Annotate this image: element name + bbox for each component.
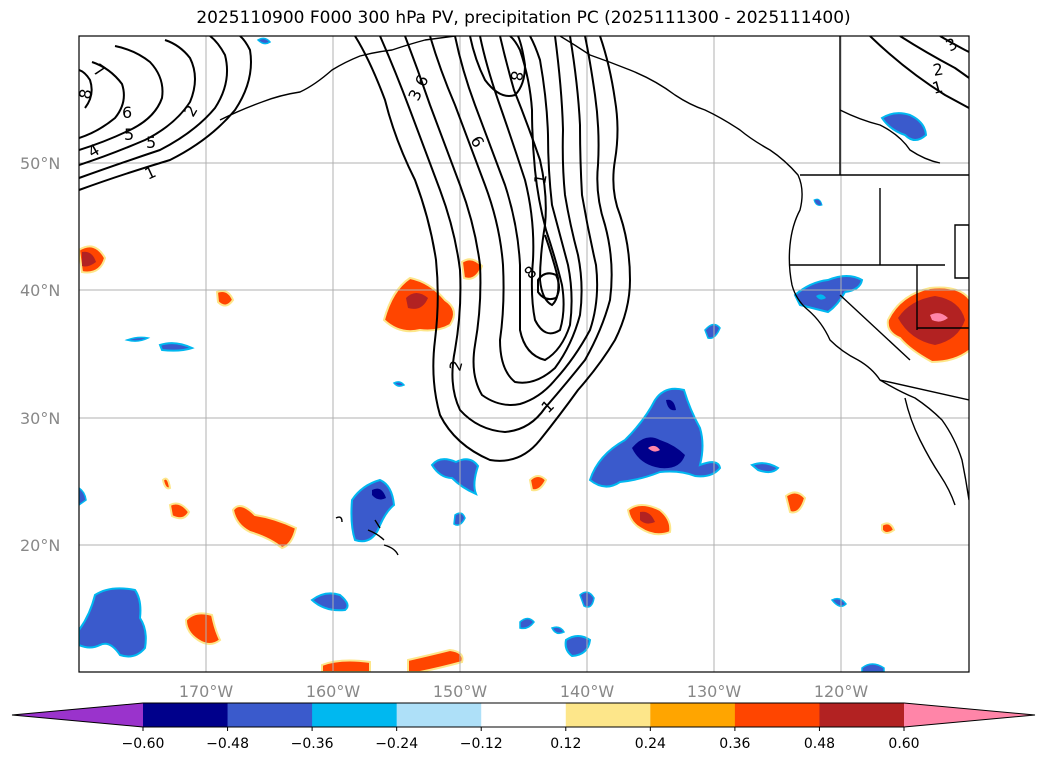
- precip-blob-pos: [161, 477, 172, 490]
- colorbar-tick-label: −0.48: [206, 736, 249, 752]
- contour-label: 6: [122, 103, 132, 122]
- contour-label: 8: [75, 87, 95, 100]
- precip-blob-neg: [880, 112, 928, 141]
- precip-blob-neg: [813, 198, 823, 206]
- longitude-labels: 170°W 160°W 150°W 140°W 130°W 120°W: [179, 682, 869, 701]
- colorbar-tick-label: 0.36: [719, 736, 750, 752]
- precip-blob-neg: [564, 635, 592, 658]
- latitude-labels: 50°N 40°N 30°N 20°N: [20, 154, 60, 555]
- map-title: 2025110900 F000 300 hPa PV, precipitatio…: [196, 8, 851, 28]
- lon-label: 120°W: [814, 682, 869, 701]
- colorbar-segment: [565, 703, 651, 727]
- precip-blob-neg: [79, 487, 87, 506]
- colorbar-segment: [227, 703, 313, 727]
- precip-blob-pos: [898, 296, 965, 345]
- colorbar-segment: [819, 703, 905, 727]
- colorbar-tick-label: −0.24: [375, 736, 418, 752]
- precip-blob-neg: [648, 445, 660, 452]
- contour-label: 8: [506, 69, 526, 82]
- colorbar-segment: [481, 703, 567, 727]
- precip-blob-pos: [184, 612, 222, 645]
- precip-blob-neg: [392, 381, 406, 387]
- colorbar-tick-label: 0.60: [888, 736, 919, 752]
- lon-label: 160°W: [306, 682, 361, 701]
- graticule: [79, 36, 969, 672]
- colorbar: −0.60 −0.48 −0.36 −0.24 −0.12 0.12 0.24 0.36 0.4…: [11, 702, 1036, 752]
- contour-label: 1: [530, 172, 550, 185]
- map-border: [78, 35, 970, 673]
- precip-blob-neg: [372, 488, 386, 500]
- precip-blob-neg: [124, 336, 151, 342]
- colorbar-tick-label: −0.12: [460, 736, 503, 752]
- lon-label: 150°W: [433, 682, 488, 701]
- precip-blob-pos: [460, 258, 484, 280]
- contour-label: 5: [124, 125, 134, 144]
- precip-blob-neg: [430, 458, 480, 496]
- colorbar-extend-low: [12, 703, 143, 727]
- colorbar-segment: [143, 703, 229, 727]
- colorbar-tick-label: 0.48: [804, 736, 835, 752]
- precip-blob-neg: [861, 663, 885, 672]
- colorbar-tick-label: 0.24: [635, 736, 666, 752]
- contour-label: 1: [930, 77, 945, 98]
- precip-blob-neg: [79, 587, 147, 658]
- precip-blob-pos: [881, 522, 896, 534]
- colorbar-segment: [650, 703, 736, 727]
- lat-label: 40°N: [20, 281, 60, 300]
- lat-label: 20°N: [20, 536, 60, 555]
- colorbar-tick-label: 0.12: [550, 736, 581, 752]
- precip-blob-neg: [310, 592, 349, 612]
- precip-blob-pos: [407, 648, 464, 672]
- contour-label: 2: [446, 358, 467, 373]
- colorbar-tick-label: −0.36: [291, 736, 334, 752]
- colorbar-extend-high: [904, 703, 1035, 727]
- colorbar-segment: [734, 703, 820, 727]
- positive-precip-areas: [79, 245, 969, 672]
- precip-blob-neg: [256, 37, 272, 45]
- precip-blob-neg: [550, 626, 566, 635]
- precip-blob-neg: [632, 437, 685, 469]
- precip-blob-neg: [158, 342, 195, 352]
- precip-blob-neg: [588, 387, 722, 488]
- contour-label: 2: [931, 59, 944, 79]
- precip-blob-pos: [168, 502, 191, 520]
- map-frame: [79, 36, 969, 672]
- lon-label: 170°W: [179, 682, 234, 701]
- negative-precip-areas: [79, 37, 928, 672]
- lon-label: 130°W: [687, 682, 742, 701]
- precip-blob-pos: [231, 505, 298, 550]
- lat-label: 50°N: [20, 154, 60, 173]
- colorbar-segment: [312, 703, 398, 727]
- pv-contours: [79, 36, 969, 462]
- colorbar-tick-label: −0.60: [122, 736, 165, 752]
- precip-blob-neg: [816, 294, 826, 300]
- precip-blob-pos: [406, 293, 428, 309]
- colorbar-segment: [396, 703, 482, 727]
- precip-blob-pos: [528, 475, 548, 492]
- precip-blob-neg: [793, 275, 864, 314]
- lon-label: 140°W: [560, 682, 615, 701]
- precip-blob-neg: [830, 597, 847, 607]
- precip-blob-neg: [666, 399, 676, 411]
- precip-blob-pos: [640, 511, 655, 524]
- precip-blob-pos: [215, 290, 235, 307]
- contour-label: 5: [146, 133, 156, 152]
- precip-blob-pos: [82, 251, 96, 267]
- lat-label: 30°N: [20, 409, 60, 428]
- precip-blob-neg: [704, 323, 721, 340]
- precip-blob-pos: [930, 313, 948, 322]
- precip-blob-neg: [750, 462, 780, 474]
- precip-blob-neg: [519, 617, 535, 630]
- precip-blob-pos: [321, 659, 371, 672]
- coastlines: [219, 36, 969, 556]
- precip-blob-pos: [784, 491, 807, 514]
